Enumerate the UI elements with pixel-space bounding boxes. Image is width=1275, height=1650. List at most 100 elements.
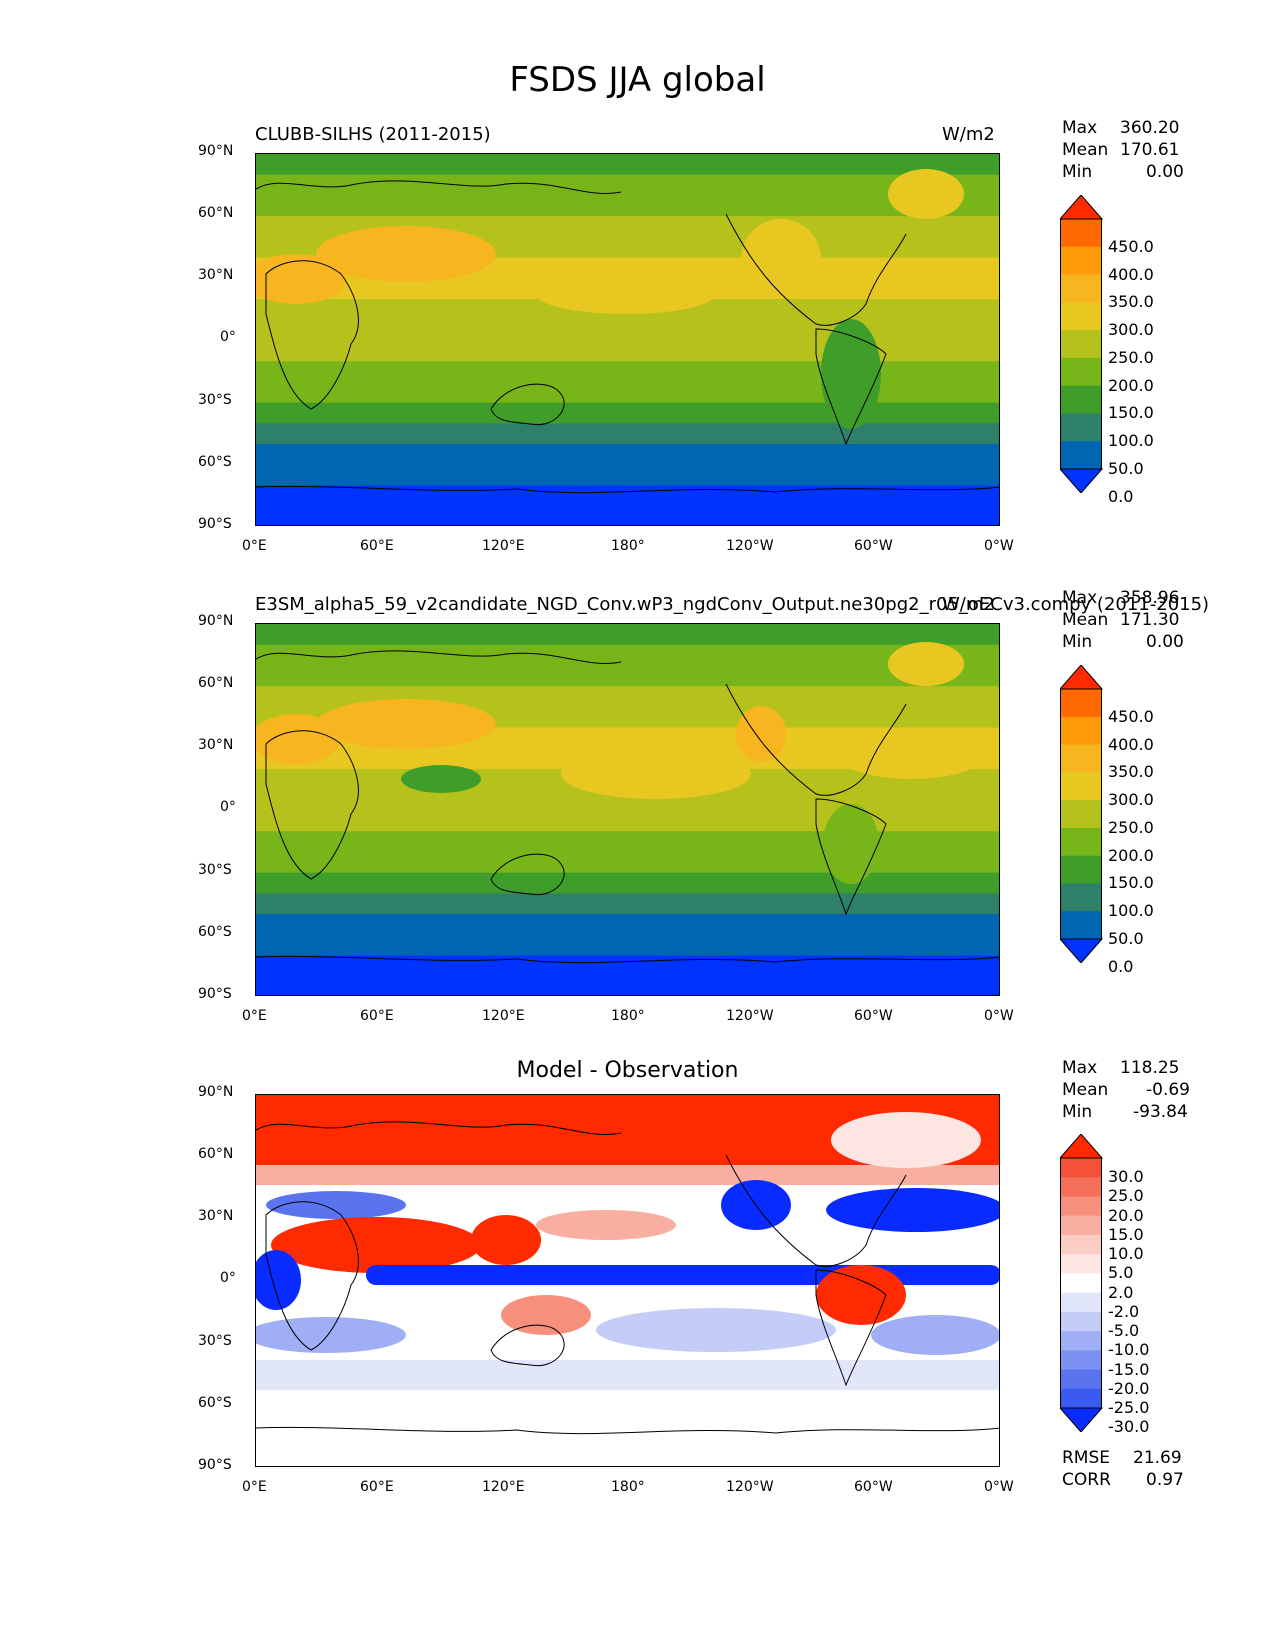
panel3-colorbar-segment — [1060, 1388, 1102, 1409]
panel3-lat-tick-0: 0° — [220, 1270, 236, 1286]
panel3-itcz-negative — [366, 1265, 999, 1285]
panel2-bands — [256, 624, 999, 995]
panel3-coastlines — [256, 1121, 999, 1435]
panel1-lon-tick-120w: 120°W — [726, 538, 774, 554]
panel2-colorbar-extend-max — [1060, 665, 1104, 690]
panel2-zonal-band — [256, 955, 999, 977]
panel3-amazon-positive — [816, 1265, 906, 1325]
panel1-coastlines — [256, 180, 999, 494]
panel2-colorbar-label: 300.0 — [1108, 790, 1154, 810]
panel1-lat-tick-90n: 90°N — [198, 143, 234, 159]
panel3-title: Model - Observation — [516, 1058, 739, 1083]
panel2-colorbar-label: 350.0 — [1108, 762, 1154, 782]
panel2-lat-tick-30s: 30°S — [198, 862, 232, 878]
panel3-south-america-outline — [815, 1269, 887, 1387]
panel1-australia-outline — [490, 383, 565, 426]
panel2-colorbar-segment — [1060, 772, 1102, 801]
panel3-colorbar-label: 15.0 — [1108, 1224, 1144, 1244]
panel1-map — [255, 153, 1000, 526]
panel1-zonal-band — [256, 154, 999, 176]
panel1-lat-tick-30s: 30°S — [198, 392, 232, 408]
panel1-colorbar-label: 350.0 — [1108, 292, 1154, 312]
panel3-colorbar-label: -20.0 — [1108, 1378, 1150, 1398]
panel3-lon-tick-180: 180° — [611, 1479, 645, 1495]
panel3-eurasia-coast — [256, 1121, 622, 1135]
panel2-zonal-band — [256, 644, 999, 666]
panel3-lon-tick-0w: 0°W — [984, 1479, 1014, 1495]
panel2-zonal-band — [256, 893, 999, 915]
panel1-colorbar-segment — [1060, 219, 1102, 248]
panel2-mean-value: 171.30 — [1120, 610, 1180, 630]
panel2-colorbar-label: 150.0 — [1108, 873, 1154, 893]
panel1-colorbar-label: 0.0 — [1108, 486, 1134, 506]
panel2-australia-outline — [490, 853, 565, 896]
panel1-colorbar-extend-max — [1060, 195, 1104, 220]
panel1-lon-tick-120e: 120°E — [482, 538, 525, 554]
panel3-colorbar-label: 5.0 — [1108, 1263, 1134, 1283]
panel1-lat-tick-30n: 30°N — [198, 267, 234, 283]
panel3-lat-tick-30n: 30°N — [198, 1208, 234, 1224]
panel3-colorbar-label: -2.0 — [1108, 1301, 1140, 1321]
panel1-max-value: 360.20 — [1120, 118, 1180, 138]
panel3-lat-tick-60s: 60°S — [198, 1395, 232, 1411]
panel2-lon-tick-120w: 120°W — [726, 1008, 774, 1024]
panel3-lat-tick-90n: 90°N — [198, 1084, 234, 1100]
panel3-colorbar-label: -5.0 — [1108, 1321, 1140, 1341]
panel1-zonal-band — [256, 340, 999, 362]
panel2-zonal-band — [256, 851, 999, 874]
panel3-pacific-positive — [536, 1210, 676, 1240]
panel2-zonal-band — [256, 934, 999, 957]
panel1-greenland-high — [888, 169, 964, 219]
panel2-lon-tick-60w: 60°W — [854, 1008, 893, 1024]
panel2-antarctica-coast — [256, 955, 999, 964]
panel1-colorbar-segment — [1060, 385, 1102, 414]
panel1-colorbar-label: 250.0 — [1108, 347, 1154, 367]
panel2-colorbar-label: 250.0 — [1108, 817, 1154, 837]
panel2-colorbar-segment — [1060, 800, 1102, 829]
panel2-amazon — [823, 804, 879, 884]
panel2-colorbar-label: 450.0 — [1108, 706, 1154, 726]
panel1-lat-tick-0: 0° — [220, 329, 236, 345]
panel2-lat-tick-60s: 60°S — [198, 924, 232, 940]
panel2-lat-tick-90s: 90°S — [198, 986, 232, 1002]
panel2-lon-tick-0w: 0°W — [984, 1008, 1014, 1024]
panel2-lon-tick-180: 180° — [611, 1008, 645, 1024]
panel2-mean-label: Mean — [1062, 610, 1109, 630]
panel2-lat-tick-60n: 60°N — [198, 675, 234, 691]
panel2-north-america-coast — [725, 683, 907, 796]
panel2-sahara-high — [316, 699, 496, 749]
panel1-lon-tick-180: 180° — [611, 538, 645, 554]
panel1-colorbar — [1060, 195, 1104, 493]
panel1-lon-tick-0w: 0°W — [984, 538, 1014, 554]
panel2-title: E3SM_alpha5_59_v2candidate_NGD_Conv.wP3_… — [255, 594, 1210, 615]
panel3-southern-ocean-band — [256, 1360, 999, 1390]
panel1-colorbar-segment — [1060, 357, 1102, 387]
panel3-colorbar-segment — [1060, 1311, 1102, 1332]
panel3-colorbar-segment — [1060, 1254, 1102, 1274]
panel1-colorbar-segment — [1060, 246, 1102, 276]
panel3-min-value: -93.84 — [1133, 1102, 1188, 1122]
panel3-colorbar-label: 20.0 — [1108, 1205, 1144, 1225]
panel3-lon-tick-0e: 0°E — [242, 1479, 267, 1495]
panel1-zonal-band — [256, 402, 999, 424]
panel2-lat-tick-0: 0° — [220, 799, 236, 815]
panel2-colorbar-label: 200.0 — [1108, 845, 1154, 865]
panel3-lon-tick-120e: 120°E — [482, 1479, 525, 1495]
panel1-antarctica-coast — [256, 485, 999, 494]
panel1-colorbar-segment — [1060, 413, 1102, 442]
panel3-lat-tick-90s: 90°S — [198, 1457, 232, 1473]
panel3-colorbar-label: 2.0 — [1108, 1282, 1134, 1302]
panel2-min-value: 0.00 — [1146, 632, 1184, 652]
panel1-africa-outline — [265, 260, 359, 410]
panel1-zonal-band — [256, 195, 999, 217]
panel3-colorbar-label: 25.0 — [1108, 1186, 1144, 1206]
panel1-units: W/m2 — [942, 124, 995, 145]
panel1-colorbar-label: 200.0 — [1108, 375, 1154, 395]
panel1-zonal-band — [256, 485, 999, 507]
panel1-colorbar-label: 100.0 — [1108, 431, 1154, 451]
panel2-colorbar-segment — [1060, 744, 1102, 773]
panel1-zonal-band — [256, 319, 999, 341]
panel3-australia-positive — [501, 1295, 591, 1335]
panel2-colorbar-segment — [1060, 855, 1102, 884]
panel2-units: W/m2 — [942, 594, 995, 615]
